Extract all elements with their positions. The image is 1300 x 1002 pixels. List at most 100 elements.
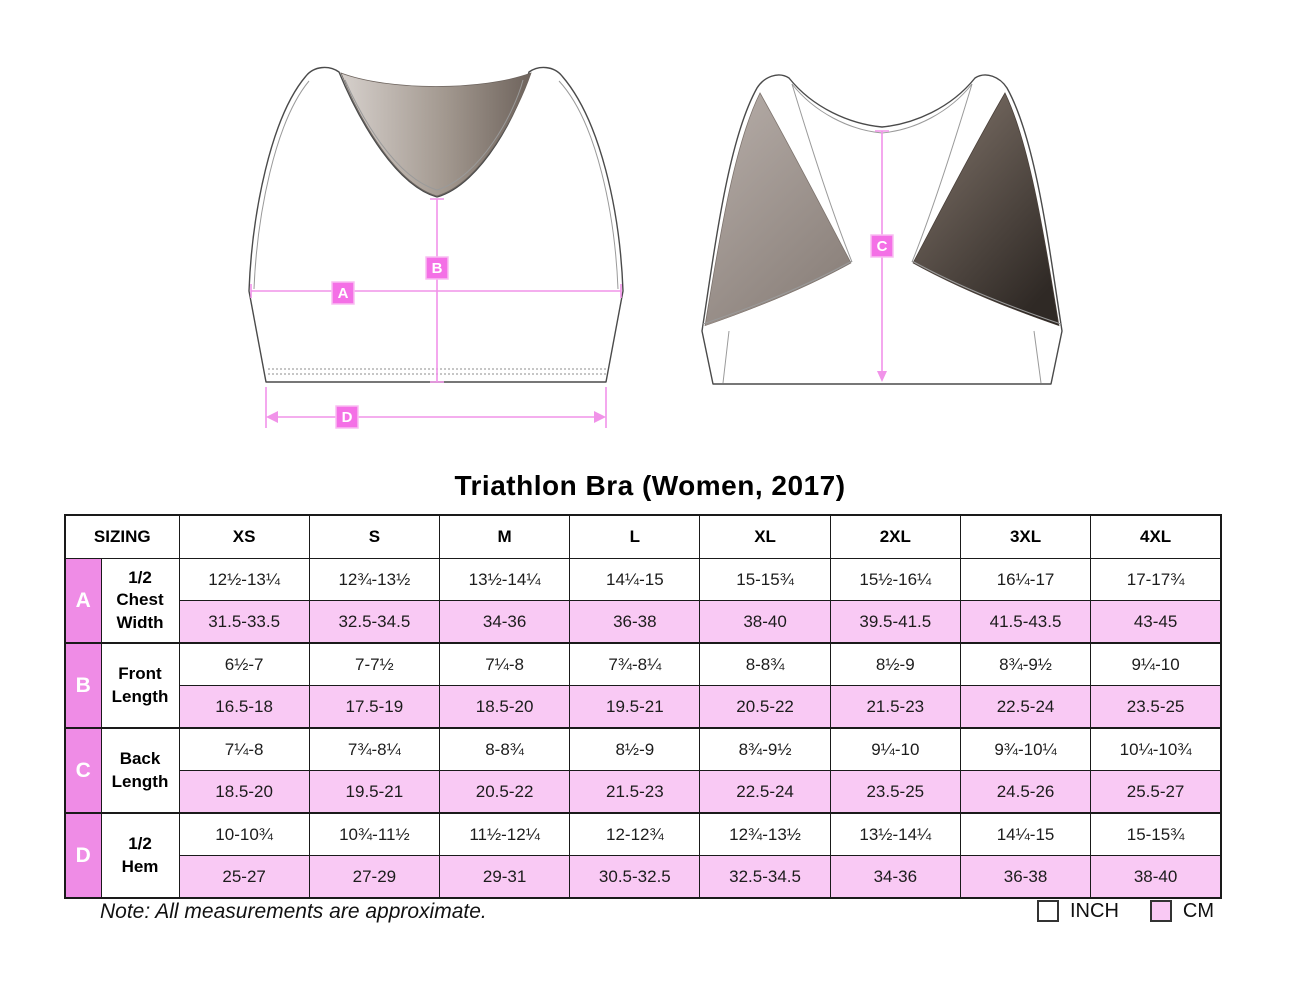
cell-inch: 7¾-8¼: [569, 642, 701, 686]
cell-cm: 27-29: [308, 855, 440, 899]
col-header-xl: XL: [699, 514, 831, 559]
label-b: B: [432, 260, 443, 277]
cell-cm: 21.5-23: [829, 685, 961, 729]
cell-inch: 15-15¾: [699, 558, 831, 601]
back-panel-edge-right: [911, 83, 973, 263]
cell-cm: 18.5-20: [438, 685, 571, 729]
front-armhole-binding-left: [253, 80, 310, 290]
row-c-cm: 18.5-20 19.5-21 20.5-22 21.5-23 22.5-24 …: [65, 770, 1222, 814]
measurement-line-c: C: [870, 130, 894, 382]
cell-cm: 43-45: [1090, 600, 1222, 644]
cell-cm: 22.5-24: [699, 770, 831, 814]
cell-inch: 15½-16¼: [829, 558, 961, 601]
back-panel-edge-left: [791, 83, 853, 263]
cell-cm: 23.5-25: [1090, 685, 1222, 729]
legend-label-inch: INCH: [1070, 899, 1119, 922]
cell-cm: 30.5-32.5: [569, 855, 701, 899]
cell-cm: 36-38: [569, 600, 701, 644]
sizing-table: SIZING XS S M L XL 2XL 3XL 4XL A 1/2 Che…: [64, 514, 1222, 899]
cell-cm: 22.5-24: [959, 685, 1092, 729]
cell-inch: 8¾-9½: [699, 727, 831, 771]
header-row: SIZING XS S M L XL 2XL 3XL 4XL: [64, 514, 1222, 559]
col-header-2xl: 2XL: [829, 514, 961, 559]
cell-inch: 7¼-8: [438, 642, 571, 686]
cell-cm: 24.5-26: [959, 770, 1092, 814]
cell-inch: 7-7½: [308, 642, 440, 686]
cell-inch: 12-12¾: [569, 812, 701, 856]
back-band-seams: [722, 330, 1042, 384]
cell-inch: 8-8¾: [699, 642, 831, 686]
row-c-inch: C Back Length 7¼-8 7¾-8¼ 8-8¾ 8½-9 8¾-9½…: [64, 727, 1222, 814]
cell-inch: 8½-9: [569, 727, 701, 771]
cell-cm: 36-38: [959, 855, 1092, 899]
row-letter-d: D: [64, 812, 102, 899]
approximation-note: Note: All measurements are approximate.: [100, 900, 487, 923]
back-view: C: [701, 74, 1063, 385]
label-d: D: [342, 409, 353, 426]
cell-cm: 25-27: [178, 855, 310, 899]
cell-cm: 38-40: [1090, 855, 1222, 899]
cell-cm: 31.5-33.5: [178, 600, 310, 644]
cell-inch: 10-10¾: [178, 812, 310, 856]
cell-inch: 10¼-10¾: [1090, 727, 1222, 771]
row-letter-b: B: [64, 642, 102, 729]
front-view: A B D: [248, 66, 624, 429]
row-d-cm: 25-27 27-29 29-31 30.5-32.5 32.5-34.5 34…: [65, 855, 1222, 899]
cell-cm: 29-31: [438, 855, 571, 899]
sizing-header: SIZING: [64, 514, 180, 559]
cell-inch: 9¼-10: [829, 727, 961, 771]
col-header-s: S: [308, 514, 440, 559]
col-header-4xl: 4XL: [1090, 514, 1222, 559]
cell-cm: 34-36: [438, 600, 571, 644]
cell-cm: 25.5-27: [1090, 770, 1222, 814]
cell-inch: 11½-12¼: [438, 812, 571, 856]
col-header-l: L: [569, 514, 701, 559]
back-binding-strip-right: [907, 261, 1061, 332]
cell-inch: 8½-9: [829, 642, 961, 686]
cell-inch: 16¼-17: [959, 558, 1092, 601]
row-d-inch: D 1/2 Hem 10-10¾ 10¾-11½ 11½-12¼ 12-12¾ …: [64, 812, 1222, 899]
cell-inch: 13½-14¼: [438, 558, 571, 601]
row-name-a: 1/2 Chest Width: [100, 558, 180, 644]
legend-item-cm: CM: [1149, 899, 1214, 923]
cell-inch: 12½-13¼: [178, 558, 310, 601]
cell-cm: 20.5-22: [699, 685, 831, 729]
legend-item-inch: INCH: [1036, 899, 1119, 923]
cell-cm: 18.5-20: [178, 770, 310, 814]
cell-cm: 21.5-23: [569, 770, 701, 814]
label-a: A: [338, 285, 349, 302]
cell-cm: 34-36: [829, 855, 961, 899]
measurement-line-a: A: [250, 281, 622, 305]
col-header-m: M: [438, 514, 571, 559]
row-name-d: 1/2 Hem: [100, 812, 180, 899]
legend-label-cm: CM: [1182, 899, 1214, 922]
cell-inch: 12¾-13½: [308, 558, 440, 601]
row-a-cm: 31.5-33.5 32.5-34.5 34-36 36-38 38-40 39…: [65, 600, 1222, 644]
cell-cm: 17.5-19: [308, 685, 440, 729]
cell-inch: 13½-14¼: [829, 812, 961, 856]
front-neckline-binding: [344, 79, 524, 191]
cell-cm: 19.5-21: [569, 685, 701, 729]
col-header-xs: XS: [178, 514, 310, 559]
front-inner-back-panel: [340, 72, 532, 197]
back-inner-cup-right: [912, 92, 1060, 327]
cell-cm: 20.5-22: [438, 770, 571, 814]
row-b-cm: 16.5-18 17.5-19 18.5-20 19.5-21 20.5-22 …: [65, 685, 1222, 729]
back-binding-strip-left: [703, 261, 857, 332]
cell-inch: 9¼-10: [1090, 642, 1222, 686]
cell-cm: 32.5-34.5: [308, 600, 440, 644]
cell-cm: 39.5-41.5: [829, 600, 961, 644]
cell-inch: 15-15¾: [1090, 812, 1222, 856]
row-b-inch: B Front Length 6½-7 7-7½ 7¼-8 7¾-8¼ 8-8¾…: [64, 642, 1222, 729]
row-name-c: Back Length: [100, 727, 180, 814]
col-header-3xl: 3XL: [959, 514, 1092, 559]
cell-inch: 9¾-10¼: [959, 727, 1092, 771]
cm-swatch: [1149, 900, 1172, 922]
cell-cm: 41.5-43.5: [959, 600, 1092, 644]
row-letter-a: A: [64, 558, 102, 644]
cell-inch: 6½-7: [178, 642, 310, 686]
unit-legend: INCH CM: [1036, 899, 1214, 923]
cell-inch: 7¼-8: [178, 727, 310, 771]
cell-inch: 14¼-15: [569, 558, 701, 601]
